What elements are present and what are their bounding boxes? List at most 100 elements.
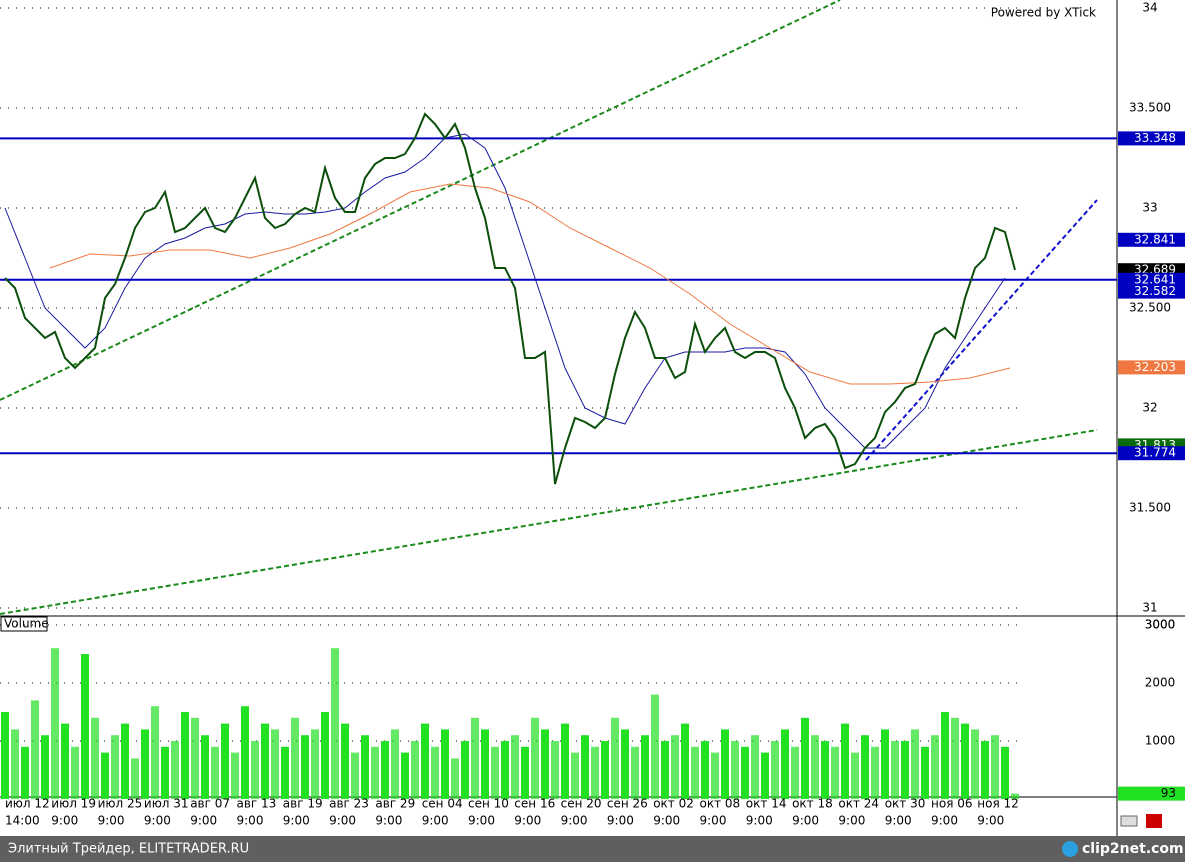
trendline xyxy=(0,429,1098,615)
volume-bar xyxy=(231,752,239,799)
volume-bar xyxy=(521,746,529,799)
marker-box xyxy=(1118,232,1185,247)
volume-bar xyxy=(221,723,229,799)
volume-bar xyxy=(271,729,279,799)
volume-bar xyxy=(651,694,659,799)
x-tick-label: сен 20 xyxy=(561,797,602,811)
volume-bar xyxy=(691,746,699,799)
volume-bar xyxy=(951,717,959,799)
x-tick-label: авг 13 xyxy=(237,797,277,811)
marker-box xyxy=(1118,360,1185,375)
x-tick-label: 9:00 xyxy=(51,814,78,828)
marker-label: 33.348 xyxy=(1134,131,1176,145)
volume-bar xyxy=(151,706,159,799)
x-tick-label: июл 19 xyxy=(51,797,96,811)
y-tick-label: 33.500 xyxy=(1129,101,1171,115)
volume-bar xyxy=(361,735,369,799)
volume-bar xyxy=(831,746,839,799)
x-tick-label: окт 24 xyxy=(838,797,879,811)
x-tick-label: сен 04 xyxy=(422,797,463,811)
volume-bar xyxy=(311,729,319,799)
volume-bar xyxy=(681,723,689,799)
volume-bar xyxy=(331,648,339,799)
x-tick-label: 9:00 xyxy=(98,814,125,828)
x-tick-label: сен 10 xyxy=(468,797,509,811)
marker-label: 32.582 xyxy=(1134,284,1176,298)
x-tick-label: 9:00 xyxy=(237,814,264,828)
volume-bar xyxy=(971,729,979,799)
volume-bar xyxy=(261,723,269,799)
volume-bar xyxy=(241,706,249,799)
volume-bar xyxy=(501,741,509,799)
volume-bar xyxy=(411,741,419,799)
price-line xyxy=(4,112,1016,485)
volume-bar xyxy=(801,717,809,799)
x-tick-label: 9:00 xyxy=(931,814,958,828)
x-tick-label: 9:00 xyxy=(885,814,912,828)
x-tick-label: окт 02 xyxy=(653,797,694,811)
marker-label: 93 xyxy=(1161,786,1176,800)
volume-bar xyxy=(201,735,209,799)
marker-box xyxy=(1118,284,1185,299)
volume-bar xyxy=(181,712,189,799)
volume-bar xyxy=(371,746,379,799)
volume-bar xyxy=(31,700,39,799)
volume-bar xyxy=(251,741,259,799)
powered-by: Powered by XTick xyxy=(991,6,1096,20)
footer-site: Элитный Трейдер, ELITETRADER.RU xyxy=(8,842,249,857)
volume-bar xyxy=(11,729,19,799)
x-tick-label: 9:00 xyxy=(190,814,217,828)
x-tick-label: авг 29 xyxy=(375,797,415,811)
marker-label: 32.841 xyxy=(1134,232,1176,246)
volume-bar xyxy=(991,735,999,799)
trendline xyxy=(0,0,841,401)
volume-bar xyxy=(931,735,939,799)
volume-bar xyxy=(981,741,989,799)
volume-bar xyxy=(811,735,819,799)
y-tick-label: 32 xyxy=(1142,401,1157,415)
x-tick-label: 9:00 xyxy=(329,814,356,828)
footer-bar xyxy=(0,836,1185,862)
volume-label: Volume xyxy=(4,617,49,631)
x-tick-label: ноя 06 xyxy=(931,797,973,811)
volume-bar xyxy=(911,729,919,799)
volume-bar xyxy=(301,735,309,799)
volume-bar xyxy=(381,741,389,799)
volume-box xyxy=(0,616,48,632)
y-tick-label: 32.500 xyxy=(1129,301,1171,315)
x-tick-label: авг 23 xyxy=(329,797,369,811)
moving-average xyxy=(4,133,1006,449)
x-tick-label: сен 16 xyxy=(514,797,555,811)
moving-average xyxy=(49,183,1011,385)
x-tick-label: 9:00 xyxy=(700,814,727,828)
icon-button[interactable] xyxy=(1120,815,1138,827)
y-tick-label: 1000 xyxy=(1145,734,1176,748)
volume-bar xyxy=(701,741,709,799)
volume-bar xyxy=(321,712,329,799)
x-tick-label: июл 25 xyxy=(98,797,143,811)
volume-bar xyxy=(351,752,359,799)
volume-bar xyxy=(941,712,949,799)
volume-bar xyxy=(661,741,669,799)
x-tick-label: сен 26 xyxy=(607,797,648,811)
volume-bar xyxy=(751,735,759,799)
volume-bar xyxy=(421,723,429,799)
y-tick-label: 3000 xyxy=(1145,618,1176,632)
volume-bar xyxy=(441,729,449,799)
volume-bar xyxy=(101,752,109,799)
x-tick-label: 14:00 xyxy=(5,814,40,828)
volume-bar xyxy=(551,741,559,799)
marker-box xyxy=(1118,131,1185,146)
volume-bar xyxy=(191,717,199,799)
volume-bar xyxy=(961,723,969,799)
volume-bar xyxy=(721,729,729,799)
volume-bar xyxy=(491,746,499,799)
volume-bar xyxy=(741,746,749,799)
volume-bar xyxy=(141,729,149,799)
volume-bar xyxy=(841,723,849,799)
x-tick-label: 9:00 xyxy=(514,814,541,828)
x-tick-label: июл 12 xyxy=(5,797,50,811)
icon-button[interactable] xyxy=(1146,814,1162,828)
